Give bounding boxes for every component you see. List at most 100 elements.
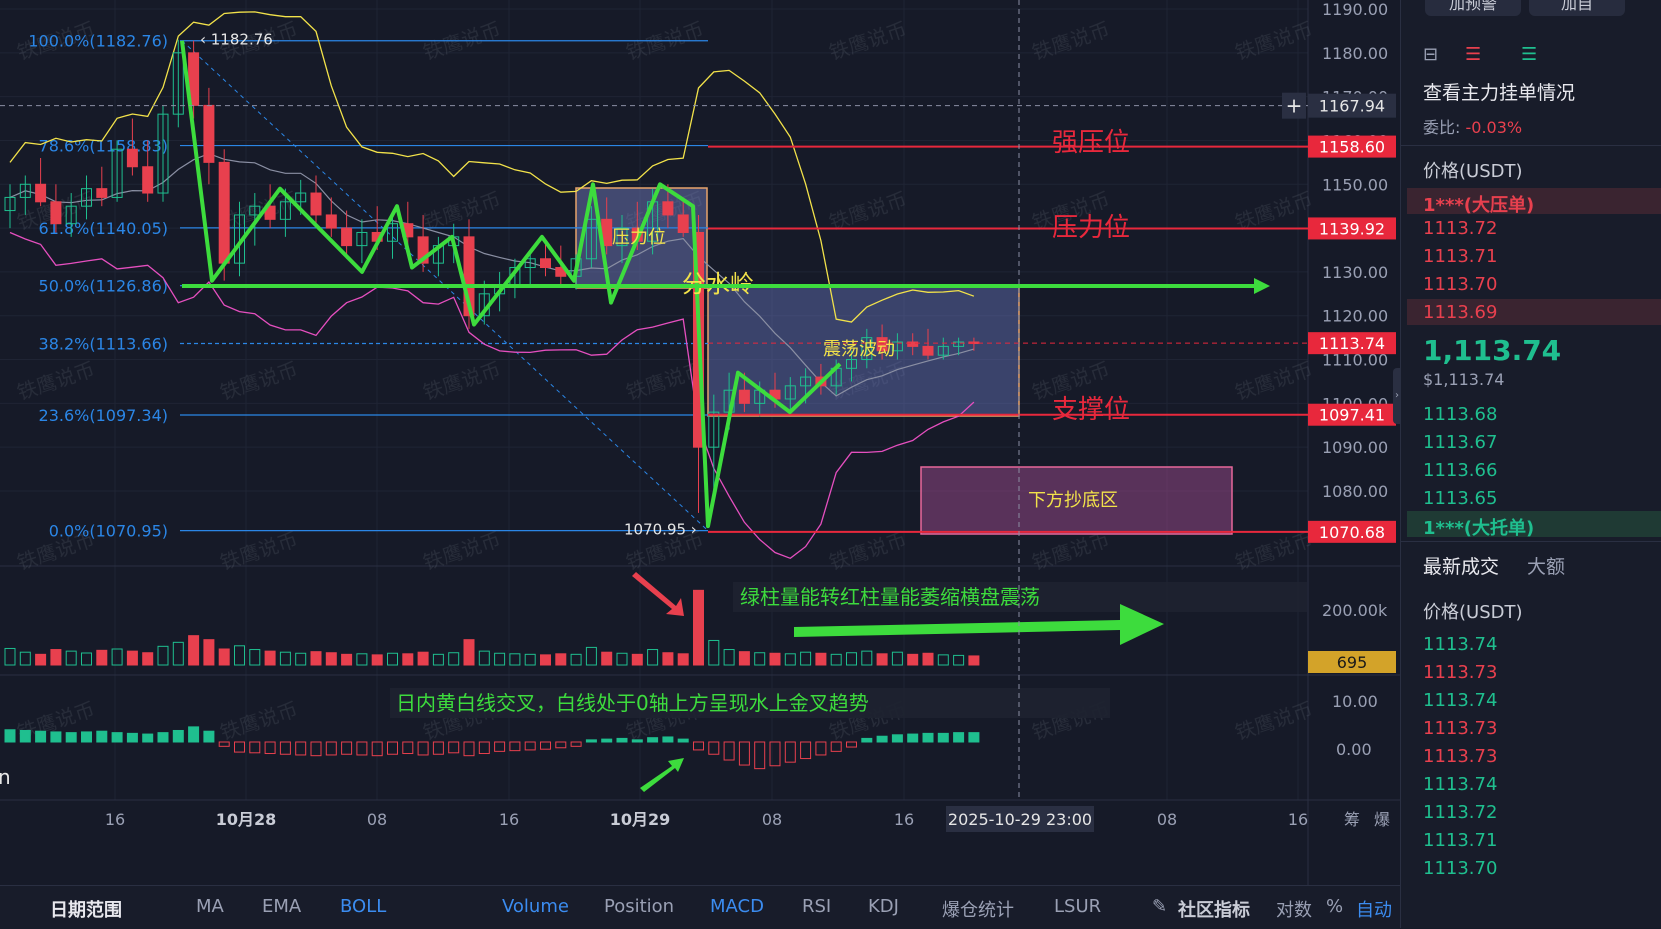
volume-bar (264, 650, 276, 666)
tab-large-trades[interactable]: 大额 (1527, 556, 1566, 578)
indicator-kdj[interactable]: KDJ (868, 896, 899, 917)
add-alert-button[interactable]: 加预警 (1425, 0, 1521, 16)
volume-bar (616, 652, 628, 666)
volume-bar (891, 651, 903, 666)
macd-bar (800, 741, 812, 760)
volume-bar (157, 645, 169, 666)
macd-bar (815, 741, 827, 756)
crosshair-plus-icon: + (1286, 94, 1303, 118)
macd-bar (432, 741, 444, 755)
volume-tag-bg (1308, 651, 1396, 673)
indicator-toolbar: 日期范围 MA EMA BOLL Volume Position MACD RS… (0, 885, 1400, 929)
macd-bar (96, 730, 108, 743)
price-tag-label: 1113.74 (1319, 334, 1385, 353)
volume-bar (142, 652, 154, 666)
bid-view-icon[interactable]: ☰ (1521, 44, 1538, 65)
volume-bar (81, 652, 92, 666)
macd-bar (769, 741, 781, 767)
macd-bar (371, 741, 383, 757)
candle-body (662, 201, 674, 216)
time-tick-label: 08 (762, 810, 782, 829)
chart-annotations: 强压位 压力位 支撑位 压力位 分水岭 震荡波动 下方抄底区 绿柱量能转红柱量能… (0, 128, 1307, 789)
crosshair-time-bg (946, 806, 1094, 832)
volume-bar (463, 639, 475, 666)
indicator-macd[interactable]: MACD (710, 896, 764, 917)
macd-bar (50, 731, 62, 743)
price-tick-label: 1090.00 (1322, 438, 1388, 457)
volume-bar (126, 650, 138, 666)
indicator-volume[interactable]: Volume (502, 896, 569, 917)
entrust-title[interactable]: 查看主力挂单情况 (1423, 82, 1576, 104)
macd-bar (968, 732, 980, 743)
time-tick-label: 16 (1288, 810, 1308, 829)
boll-middle (9, 152, 975, 397)
tab-latest-trades[interactable]: 最新成交 (1423, 556, 1500, 578)
log-scale-button[interactable]: 对数 (1276, 900, 1312, 921)
macd-bar (417, 741, 429, 756)
candle-body (111, 148, 123, 198)
community-indicators-button[interactable]: 社区指标 (1178, 900, 1250, 921)
indicator-lsur[interactable]: LSUR (1054, 896, 1102, 917)
macd-bar (478, 741, 490, 755)
macd-bar (188, 726, 200, 743)
volume-bar (4, 647, 16, 666)
edit-icon[interactable]: ✎ (1152, 896, 1168, 917)
indicator-rsi[interactable]: RSI (802, 896, 832, 917)
boll-lower (9, 231, 975, 560)
volume-bar (448, 652, 460, 666)
macd-cross-arrow (640, 758, 684, 792)
macd-bar (953, 732, 965, 743)
price-tag-label: 1070.68 (1319, 523, 1385, 542)
bid-row[interactable]: 1113.66 (1423, 460, 1498, 481)
big-ask[interactable]: 1***(大压单) (1423, 195, 1535, 216)
macd-bar (4, 729, 16, 743)
bid-row[interactable]: 1113.67 (1423, 432, 1498, 453)
layout-icon[interactable]: ⊟ (1423, 44, 1439, 65)
candle-body (540, 258, 551, 269)
date-range-button[interactable]: 日期范围 (50, 900, 122, 921)
time-tick-label: 10月29 (610, 810, 671, 829)
candle-body (157, 113, 169, 194)
macd-bar (157, 732, 169, 743)
indicator-liquidation[interactable]: 爆仓统计 (942, 900, 1014, 921)
macd-bar (142, 733, 154, 743)
ask-row[interactable]: 1113.72 (1423, 218, 1498, 239)
ask-row[interactable]: 1113.69 (1423, 302, 1498, 323)
ask-row[interactable]: 1113.71 (1423, 246, 1498, 267)
indicator-boll[interactable]: BOLL (340, 896, 387, 917)
volume-bar (509, 653, 521, 666)
oscillation-label: 震荡波动 (823, 339, 895, 360)
big-bid[interactable]: 1***(大托单) (1423, 518, 1535, 539)
volume-bar (647, 649, 659, 666)
indicator-ema[interactable]: EMA (262, 896, 302, 917)
fibonacci-retracement[interactable]: 100.0%(1182.76)78.6%(1158.83)61.8%(1140.… (28, 31, 709, 541)
add-watch-button[interactable]: 加自 (1529, 0, 1625, 16)
macd-bar (463, 741, 475, 757)
macd-bar (19, 729, 31, 743)
bid-row[interactable]: 1113.68 (1423, 404, 1498, 425)
volume-bar (356, 653, 368, 666)
price-tick-label: 1190.00 (1322, 0, 1388, 19)
volume-bar (432, 653, 444, 666)
price-tag-bg (1308, 332, 1396, 355)
bollinger-bands (9, 11, 975, 560)
support-label: 支撑位 (1052, 395, 1130, 425)
volume-bar (631, 653, 643, 666)
bid-row[interactable]: 1113.65 (1423, 488, 1498, 509)
indicator-position[interactable]: Position (604, 896, 675, 917)
bottom-fishing-box (920, 466, 1233, 535)
candle-body (279, 201, 291, 220)
candle-body (846, 359, 857, 369)
price-tick-label: 1080.00 (1322, 482, 1388, 501)
macd-bar (325, 741, 337, 756)
ask-row[interactable]: 1113.70 (1423, 274, 1498, 295)
percent-scale-button[interactable]: % (1326, 896, 1344, 917)
indicator-ma[interactable]: MA (196, 896, 224, 917)
ask-view-icon[interactable]: ☰ (1465, 44, 1482, 65)
auto-scale-button[interactable]: 自动 (1356, 900, 1392, 921)
last-price-usd: $1,113.74 (1423, 370, 1505, 389)
ratio-label: 委比: -0.03% (1423, 118, 1523, 137)
collapse-handle[interactable]: › (1393, 368, 1401, 424)
volume-bar (830, 653, 842, 666)
